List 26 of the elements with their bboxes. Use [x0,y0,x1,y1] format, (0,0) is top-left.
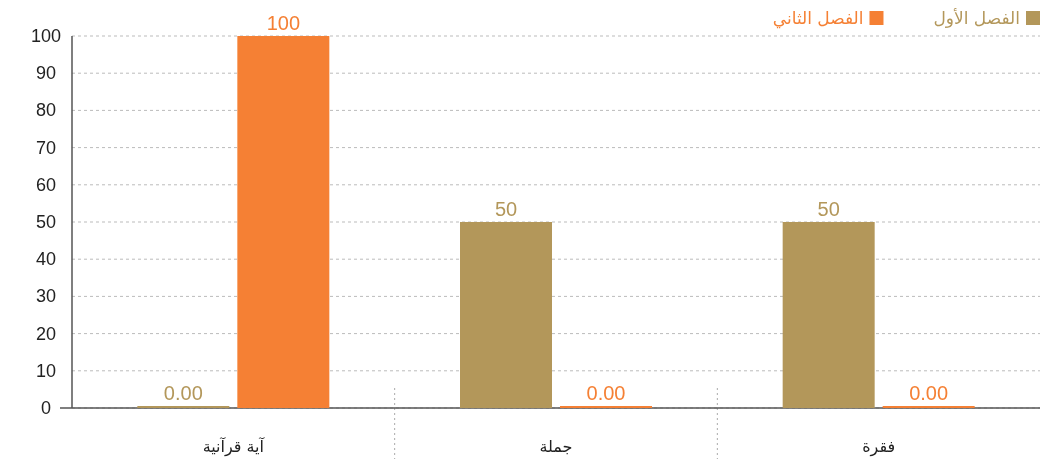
data-label: 50 [494,198,518,220]
bar [782,222,875,408]
legend: الفصل الأول الفصل الثاني [772,8,1040,28]
data-label: 0.00 [909,382,949,404]
data-label: 0.00 [586,382,626,404]
x-tick-label: جملة [539,437,573,456]
legend-label: الفصل الأول [933,8,1020,28]
bar [237,36,330,408]
legend-label: الفصل الثاني [772,8,864,29]
y-tick-label: 60 [35,174,57,195]
y-tick-label: 10 [35,360,57,381]
y-tick-label: 50 [35,212,57,232]
y-tick-label: 20 [35,323,57,344]
y-tick-label: 70 [35,137,57,158]
y-tick-label: 100 [30,26,62,46]
bar [460,222,552,408]
y-tick-label: 90 [35,63,57,84]
data-label: 0.00 [163,382,203,404]
x-tick-label: آية قرآنية [202,437,266,457]
data-label: 100 [266,12,301,34]
y-tick-label: 80 [35,100,57,121]
y-tick-label: 40 [35,249,57,270]
x-tick-label: فقرة [862,437,896,457]
y-tick-label: 30 [35,286,57,307]
data-label: 50 [817,198,840,220]
y-tick-label: 0 [40,398,52,418]
